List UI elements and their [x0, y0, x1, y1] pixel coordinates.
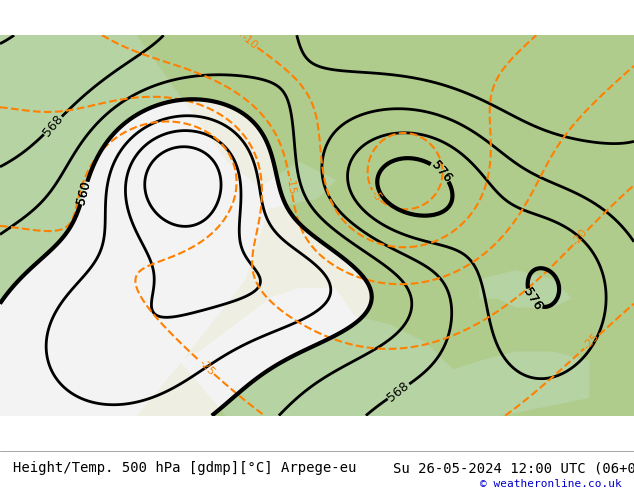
Text: 568: 568: [385, 379, 412, 404]
Text: 576: 576: [429, 159, 454, 185]
Text: -25: -25: [197, 357, 216, 377]
Text: Height/Temp. 500 hPa [gdmp][°C] Arpege-eu: Height/Temp. 500 hPa [gdmp][°C] Arpege-e…: [13, 462, 356, 475]
Text: 560: 560: [75, 180, 93, 206]
Text: 576: 576: [521, 286, 544, 313]
Text: 568: 568: [40, 112, 65, 139]
Text: 576: 576: [429, 159, 454, 185]
Polygon shape: [0, 35, 272, 416]
Text: © weatheronline.co.uk: © weatheronline.co.uk: [479, 479, 621, 489]
Polygon shape: [480, 270, 571, 307]
Polygon shape: [245, 162, 335, 207]
Polygon shape: [181, 289, 589, 416]
Text: -10: -10: [239, 32, 259, 51]
Text: 576: 576: [521, 286, 544, 313]
Text: -15: -15: [285, 176, 297, 195]
Text: 560: 560: [75, 180, 93, 206]
Text: -20: -20: [571, 227, 590, 247]
Text: -5: -5: [369, 188, 383, 203]
Text: -25: -25: [582, 332, 602, 352]
Text: Su 26-05-2024 12:00 UTC (06+06): Su 26-05-2024 12:00 UTC (06+06): [393, 462, 634, 475]
